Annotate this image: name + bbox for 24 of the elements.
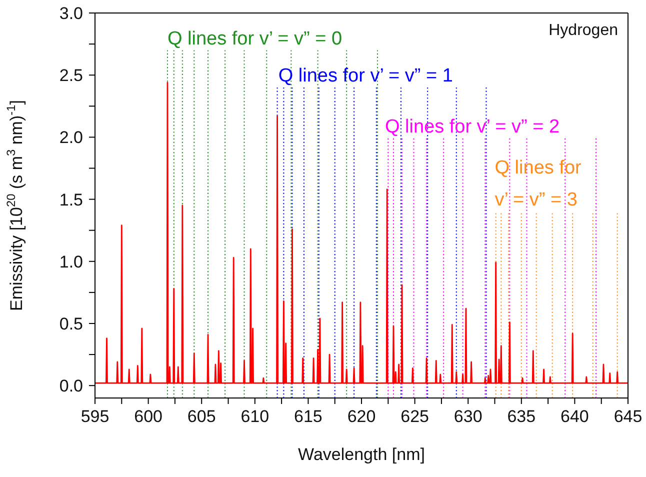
y-tick-label: 0.0 bbox=[59, 376, 83, 396]
x-tick-label: 630 bbox=[454, 407, 482, 426]
y-tick-label: 1.5 bbox=[59, 190, 83, 210]
x-tick-label: 600 bbox=[134, 407, 162, 426]
annotation: Q lines for v’ = v” = 0 bbox=[167, 28, 342, 50]
y-tick-label: 2.0 bbox=[59, 128, 83, 148]
x-tick-label: 625 bbox=[400, 407, 429, 426]
x-tick-label: 645 bbox=[614, 407, 642, 426]
annotation: Hydrogen bbox=[548, 22, 618, 40]
x-tick-label: 605 bbox=[187, 407, 216, 426]
y-tick-label: 1.0 bbox=[59, 252, 83, 272]
x-axis-title: Wavelength [nm] bbox=[298, 445, 425, 464]
y-tick-label: 3.0 bbox=[59, 4, 83, 24]
annotation: Q lines for v’ = v” = 3 bbox=[494, 158, 582, 211]
y-tick-label: 0.5 bbox=[59, 314, 83, 334]
x-tick-label: 640 bbox=[560, 407, 589, 426]
x-tick-label: 615 bbox=[294, 407, 322, 426]
x-tick-label: 610 bbox=[240, 407, 270, 426]
annotation: Q lines for v’ = v” = 1 bbox=[278, 66, 453, 87]
x-tick-label: 620 bbox=[347, 407, 376, 426]
annotation: Q lines for v’ = v” = 2 bbox=[384, 116, 560, 138]
x-tick-label: 595 bbox=[80, 407, 110, 426]
x-tick-label: 635 bbox=[507, 407, 536, 426]
y-tick-label: 2.5 bbox=[59, 66, 83, 86]
